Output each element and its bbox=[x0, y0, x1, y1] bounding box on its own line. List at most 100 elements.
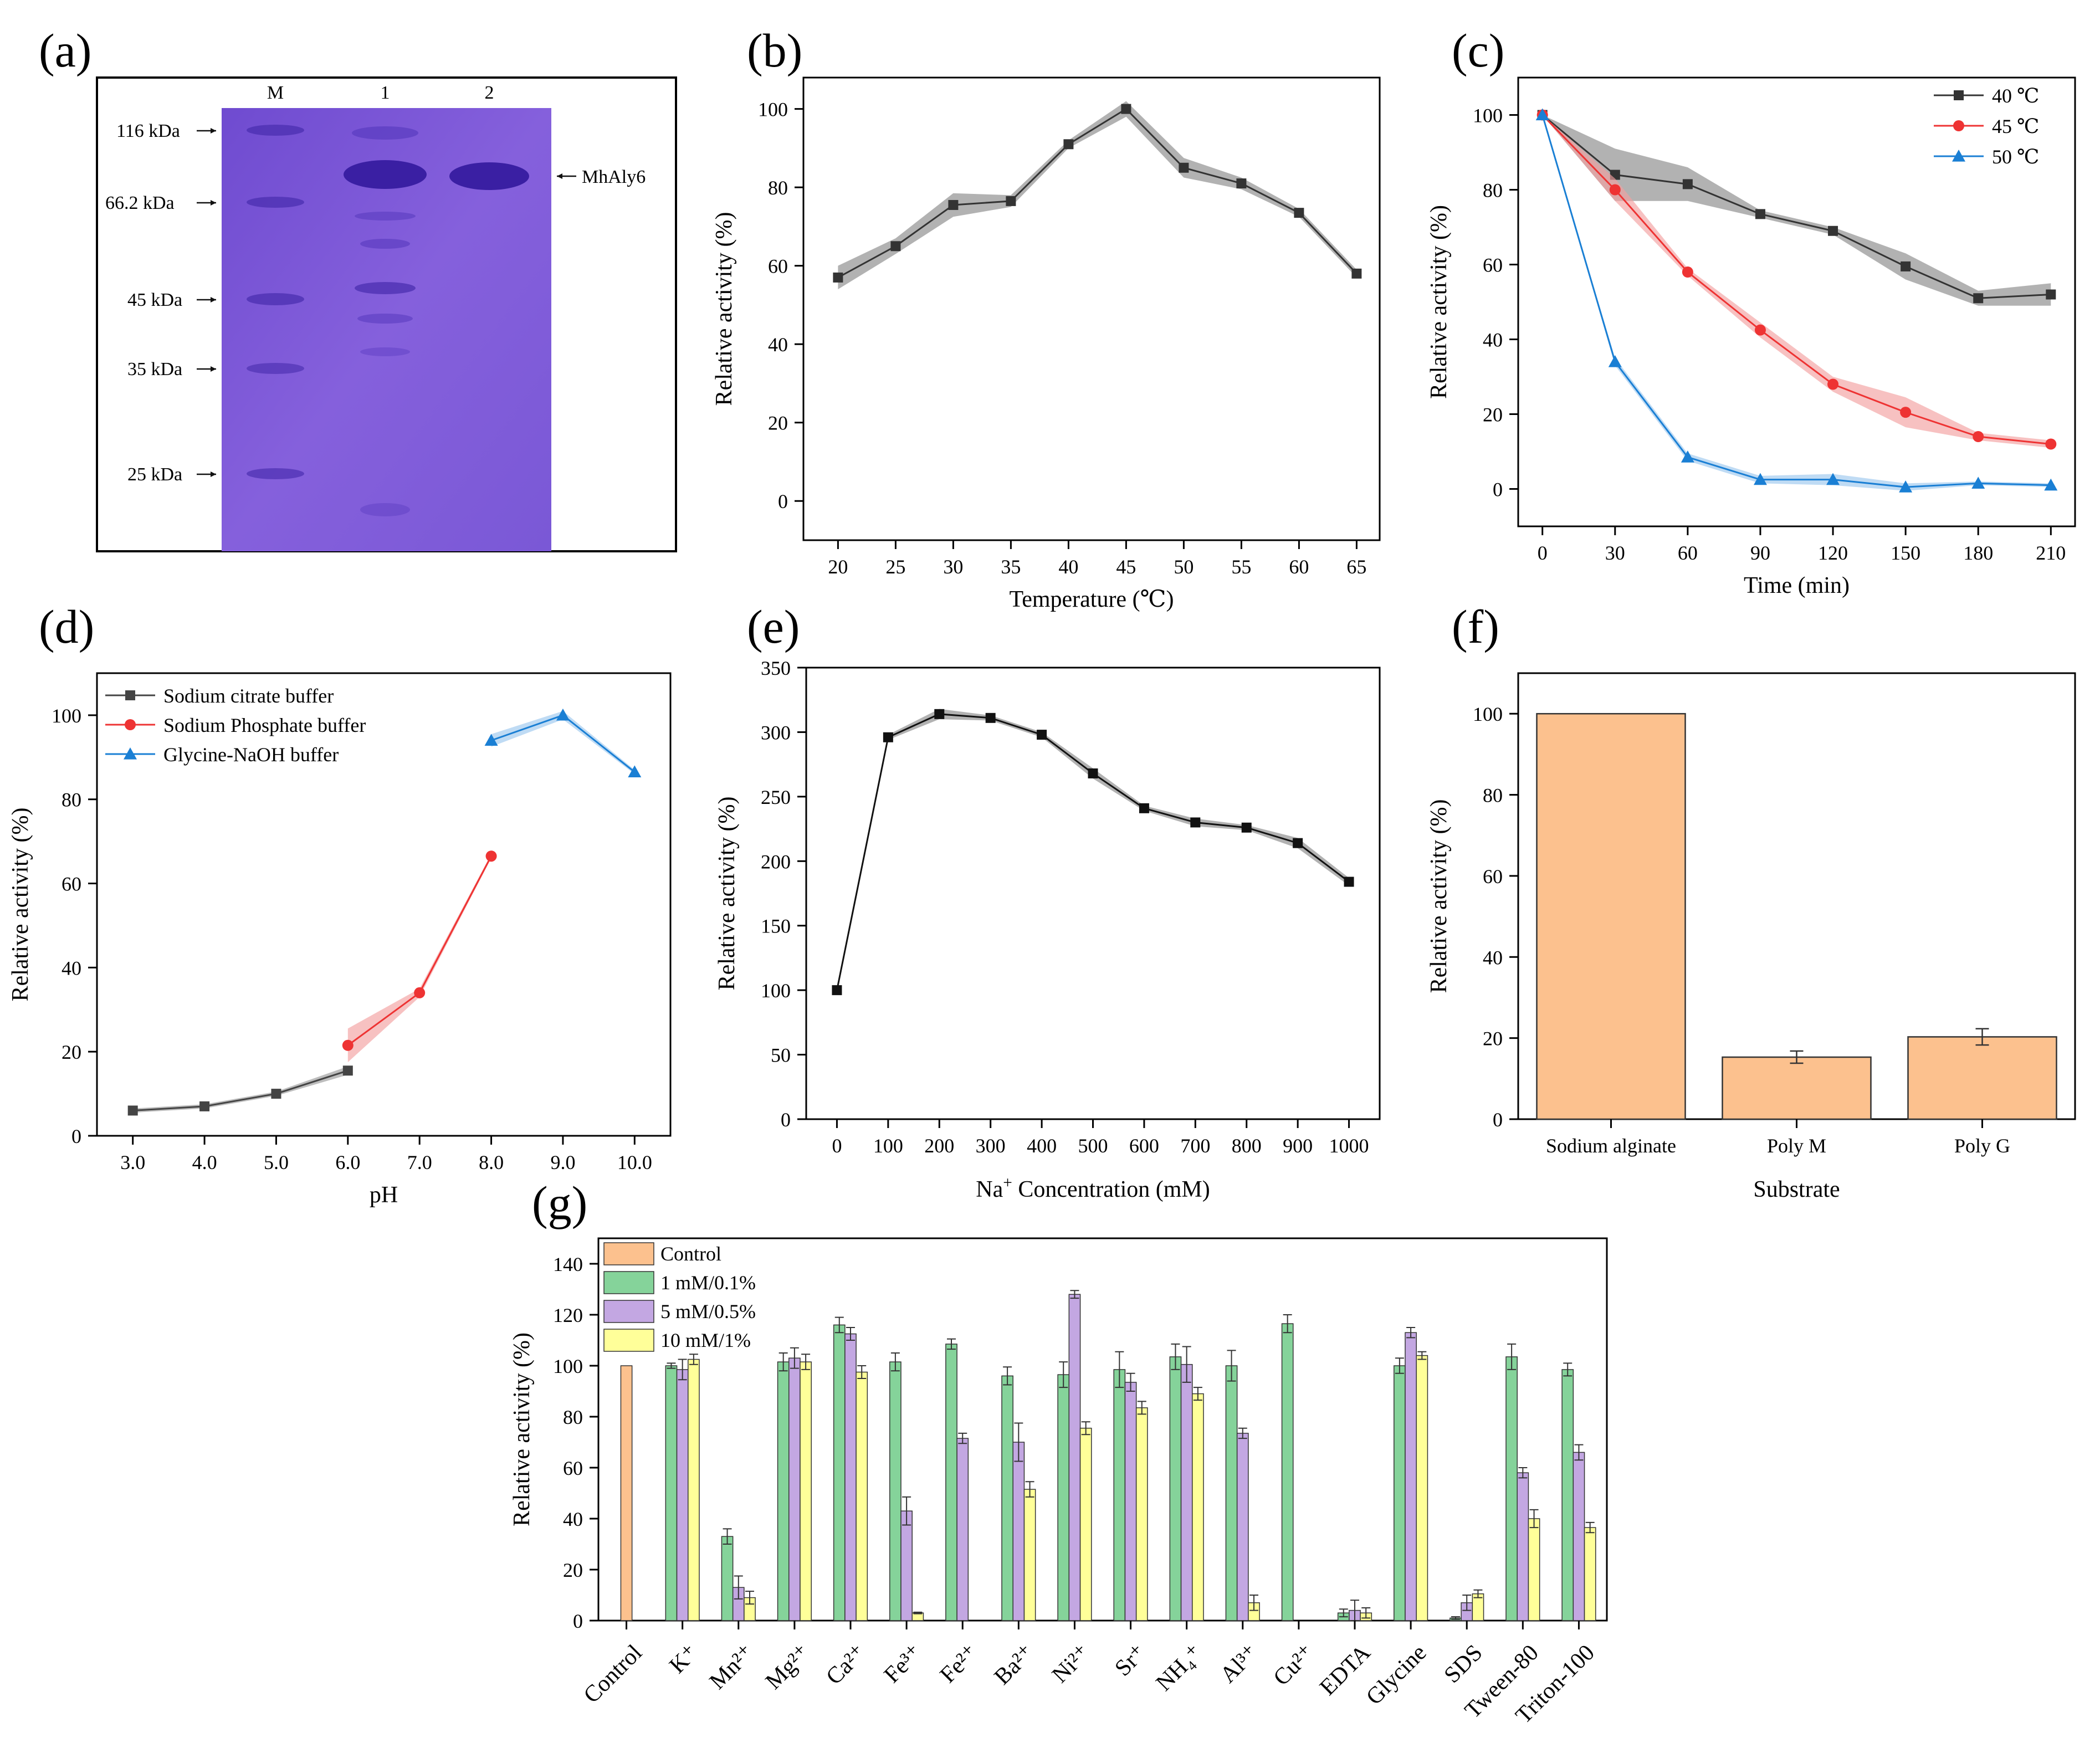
data-point bbox=[1609, 184, 1621, 196]
data-point bbox=[985, 713, 996, 723]
y-tick-label: 40 bbox=[62, 957, 81, 979]
x-tick-label: Control bbox=[579, 1640, 647, 1708]
bar bbox=[1057, 1374, 1070, 1621]
marker-label-66: 66.2 kDa bbox=[105, 193, 216, 213]
data-point bbox=[1190, 817, 1201, 828]
legend-label: 5 mM/0.5% bbox=[660, 1300, 756, 1323]
panel-label-b: (b) bbox=[747, 24, 802, 77]
legend-label: Control bbox=[660, 1243, 721, 1265]
legend: 40 ℃ 45 ℃ 50 ℃ bbox=[1934, 85, 2039, 168]
panel-label-e: (e) bbox=[747, 600, 800, 653]
bar bbox=[1236, 1433, 1249, 1621]
lane1-band bbox=[360, 239, 410, 249]
plot-frame bbox=[597, 1237, 1608, 1622]
svg-text:116 kDa: 116 kDa bbox=[116, 121, 180, 141]
x-tick-label: Mg²⁺ bbox=[761, 1640, 815, 1694]
x-tick-label: 3.0 bbox=[120, 1151, 145, 1173]
marker-label-116: 116 kDa bbox=[116, 121, 216, 141]
x-tick-label: 65 bbox=[1346, 556, 1366, 578]
y-tick-label: 60 bbox=[1483, 865, 1503, 888]
bar bbox=[844, 1333, 857, 1621]
y-tick-label: 80 bbox=[62, 789, 81, 811]
x-tick-label: Mn²⁺ bbox=[705, 1640, 759, 1694]
data-point bbox=[2044, 478, 2058, 491]
y-tick-label: 0 bbox=[778, 490, 788, 512]
x-tick-label: 50 bbox=[1174, 556, 1194, 578]
data-point bbox=[1236, 178, 1247, 189]
bar bbox=[1001, 1375, 1013, 1621]
bar bbox=[1068, 1294, 1081, 1621]
chart-substrate-specificity: 0 20 40 60 80 100 Substrate Relative activity (… bbox=[1426, 672, 2076, 1202]
y-tick-label: 60 bbox=[62, 873, 81, 895]
data-point bbox=[1682, 179, 1693, 189]
x-tick-label: 900 bbox=[1283, 1135, 1313, 1157]
data-point bbox=[1121, 104, 1131, 114]
x-tick-label: Ba²⁺ bbox=[990, 1640, 1039, 1690]
data-point bbox=[1828, 225, 1838, 236]
bar bbox=[1536, 713, 1686, 1120]
bar bbox=[889, 1361, 902, 1621]
data-point bbox=[628, 765, 642, 777]
x-tick-label: Glycine bbox=[1361, 1640, 1432, 1710]
bar bbox=[665, 1365, 678, 1621]
series-line bbox=[836, 713, 1350, 991]
bar bbox=[1113, 1369, 1126, 1621]
x-tick-label: 30 bbox=[1605, 542, 1625, 564]
y-tick-label: 80 bbox=[1483, 180, 1503, 202]
y-axis-label: Relative activity (%) bbox=[509, 1332, 535, 1526]
svg-text:35 kDa: 35 kDa bbox=[127, 359, 182, 380]
legend-marker bbox=[125, 690, 135, 700]
y-tick-label: 20 bbox=[1483, 1028, 1503, 1050]
x-tick-label: Sodium alginate bbox=[1546, 1135, 1676, 1157]
data-point bbox=[1681, 450, 1694, 463]
data-point bbox=[1344, 876, 1354, 887]
data-point bbox=[1682, 266, 1693, 278]
bar bbox=[1505, 1356, 1518, 1621]
data-point bbox=[1535, 108, 1549, 121]
data-point bbox=[1293, 838, 1303, 848]
bar bbox=[1528, 1518, 1540, 1621]
y-tick-label: 20 bbox=[563, 1559, 583, 1581]
x-tick-label: 10.0 bbox=[617, 1151, 652, 1173]
lane1-band bbox=[360, 503, 410, 516]
bar bbox=[1281, 1323, 1294, 1621]
data-point bbox=[1608, 355, 1622, 367]
x-axis-label: Temperature (℃) bbox=[1009, 587, 1174, 612]
chart-metal-ions: 0 20 40 60 80 100 120 140 Relative activity (%) C… bbox=[509, 1237, 1608, 1729]
y-tick-label: 40 bbox=[768, 334, 788, 356]
data-point bbox=[890, 241, 901, 252]
x-tick-label: Fe³⁺ bbox=[879, 1640, 928, 1688]
x-tick-label: 0 bbox=[832, 1135, 842, 1157]
bar bbox=[1180, 1364, 1193, 1621]
legend: Control 1 mM/0.1% 5 mM/0.5% 10 mM/1% bbox=[603, 1242, 756, 1352]
data-point bbox=[1179, 162, 1189, 173]
data-point bbox=[199, 1101, 210, 1111]
marker-band-66 bbox=[247, 197, 304, 208]
x-tick-label: 800 bbox=[1232, 1135, 1262, 1157]
bar bbox=[1192, 1393, 1204, 1621]
y-tick-label: 140 bbox=[553, 1253, 583, 1275]
bar bbox=[1079, 1427, 1092, 1621]
data-point bbox=[127, 1105, 138, 1116]
series-40-℃ bbox=[1537, 110, 2056, 306]
x-axis-label: Na+ Concentration (mM) bbox=[976, 1174, 1210, 1202]
lane-label-M: M bbox=[267, 83, 284, 103]
y-tick-label: 50 bbox=[771, 1044, 791, 1067]
lane2-band-main bbox=[449, 162, 529, 190]
bar bbox=[1124, 1382, 1137, 1621]
legend-marker bbox=[125, 719, 136, 730]
legend-marker bbox=[1954, 90, 1964, 100]
x-tick-label: 1000 bbox=[1329, 1135, 1369, 1157]
bar bbox=[1394, 1365, 1406, 1621]
data-point bbox=[342, 1065, 353, 1076]
x-tick-label: 25 bbox=[885, 556, 905, 578]
x-axis-label: pH bbox=[370, 1182, 398, 1208]
bar bbox=[833, 1324, 846, 1621]
legend-label: 40 ℃ bbox=[1992, 85, 2039, 107]
data-point bbox=[556, 708, 570, 721]
y-axis-label: Relative activity (%) bbox=[711, 212, 737, 406]
x-tick-label: 30 bbox=[943, 556, 963, 578]
y-tick-label: 60 bbox=[1483, 254, 1503, 276]
x-tick-label: Sr⁺ bbox=[1110, 1640, 1151, 1682]
y-tick-label: 20 bbox=[62, 1041, 81, 1063]
